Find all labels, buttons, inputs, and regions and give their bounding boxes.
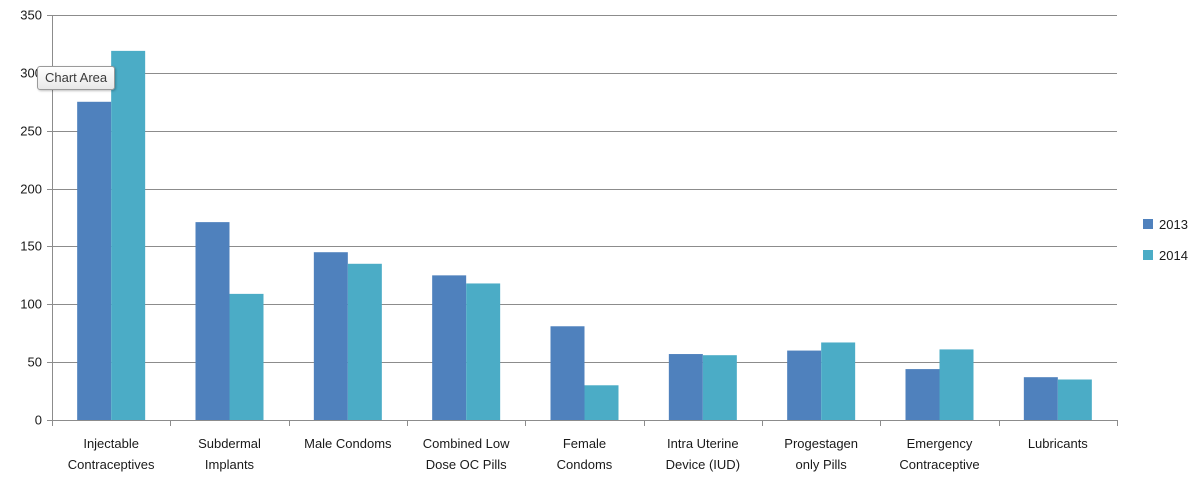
bar-2013-7[interactable] [905,369,940,420]
x-category-label: Subdermal [198,436,261,451]
x-axis: Injectable Contraceptives Subdermal Implant… [52,420,1118,472]
bar-2014-1[interactable] [229,293,264,420]
x-category-label: Injectable [83,436,139,451]
x-category-label: Device (IUD) [666,457,740,472]
x-category-label: only Pills [796,457,848,472]
x-category-label: Intra Uterine [667,436,739,451]
bar-2014-4[interactable] [584,385,619,420]
bar-2013-3[interactable] [432,275,467,420]
y-tick-label: 250 [20,124,42,139]
bar-2013-2[interactable] [313,252,348,420]
y-tick-label: 100 [20,297,42,312]
legend-swatch-2014 [1143,250,1153,260]
bars [77,50,1092,421]
x-category-label: Emergency [907,436,973,451]
x-category-label: Dose OC Pills [426,457,507,472]
bar-2014-3[interactable] [466,283,501,420]
x-category-label: Lubricants [1028,436,1088,451]
bar-2013-6[interactable] [787,350,822,420]
x-category-label: Condoms [557,457,613,472]
x-category-label: Male Condoms [304,436,392,451]
legend-label-2014: 2014 [1159,248,1188,263]
y-axis: 0 50 100 150 200 250 300 350 [20,8,53,428]
y-tick-label: 200 [20,182,42,197]
legend-swatch-2013 [1143,219,1153,229]
bar-2013-5[interactable] [668,354,703,420]
x-category-label: Progestagen [784,436,858,451]
y-tick-label: 300 [20,66,42,81]
bar-2013-0[interactable] [77,101,112,421]
bar-2013-4[interactable] [550,326,585,420]
bar-2014-7[interactable] [939,349,974,420]
y-tick-label: 150 [20,239,42,254]
bar-2014-6[interactable] [821,342,856,420]
legend: 2013 2014 [1143,217,1188,263]
x-category-label: Contraceptives [68,457,155,472]
y-tick-label: 350 [20,8,42,23]
bar-2014-2[interactable] [347,263,382,420]
bar-2014-8[interactable] [1057,379,1092,421]
y-tick-label: 50 [28,355,42,370]
bar-2014-5[interactable] [702,355,737,420]
bar-2013-8[interactable] [1023,377,1058,420]
chart-area-tooltip: Chart Area [37,66,116,90]
x-category-label: Contraceptive [899,457,979,472]
x-category-label: Female [563,436,606,451]
x-category-label: Implants [205,457,255,472]
bar-2014-0[interactable] [111,50,146,420]
legend-label-2013: 2013 [1159,217,1188,232]
x-category-label: Combined Low [423,436,510,451]
bar-2013-1[interactable] [195,222,230,420]
y-tick-label: 0 [35,413,42,428]
